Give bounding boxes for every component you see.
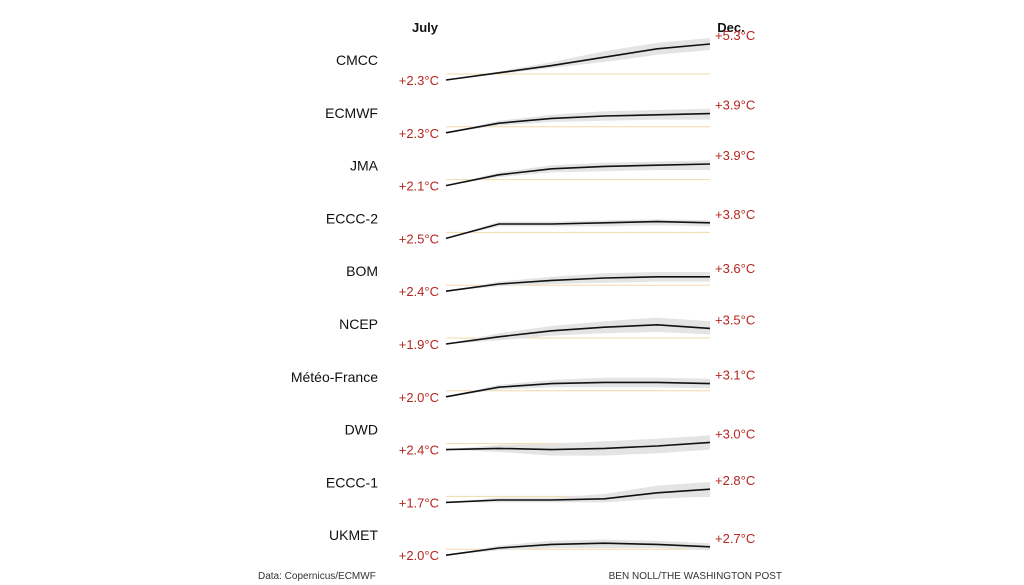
model-name-label: ECCC-1 — [326, 474, 378, 490]
uncertainty-band — [446, 272, 710, 292]
credit-note: BEN NOLL/THE WASHINGTON POST — [609, 571, 782, 582]
model-row: UKMET +2.0°C +2.7°C — [329, 527, 755, 563]
end-value-label: +3.9°C — [715, 148, 755, 163]
start-value-label: +2.3°C — [399, 73, 439, 88]
header-start-label: July — [412, 20, 439, 35]
series-line — [445, 441, 711, 451]
uncertainty-band — [446, 108, 710, 133]
series-line — [445, 323, 711, 345]
model-name-label: ECCC-2 — [326, 210, 378, 226]
start-value-label: +2.3°C — [399, 126, 439, 141]
start-value-label: +2.5°C — [399, 231, 439, 246]
series-line — [445, 163, 711, 187]
uncertainty-band — [446, 160, 710, 186]
start-value-label: +2.1°C — [399, 179, 439, 194]
model-row: ECMWF +2.3°C +3.9°C — [325, 98, 755, 141]
series-line — [445, 220, 711, 240]
uncertainty-band — [446, 482, 710, 503]
series-line — [445, 488, 711, 504]
series-line — [445, 542, 711, 556]
source-note: Data: Copernicus/ECMWF — [258, 571, 376, 582]
model-row: ECCC-2 +2.5°C +3.8°C — [326, 207, 755, 247]
start-value-label: +2.0°C — [399, 390, 439, 405]
uncertainty-band — [446, 38, 710, 80]
series-line — [445, 381, 711, 398]
uncertainty-band — [446, 539, 710, 556]
model-row: CMCC +2.3°C +5.3°C — [336, 28, 755, 88]
uncertainty-band — [446, 317, 710, 344]
end-value-label: +3.1°C — [715, 368, 755, 383]
model-row: Météo-France +2.0°C +3.1°C — [291, 368, 755, 405]
end-value-label: +3.9°C — [715, 98, 755, 113]
model-name-label: NCEP — [339, 316, 378, 332]
start-value-label: +2.4°C — [399, 284, 439, 299]
model-row: NCEP +1.9°C +3.5°C — [339, 312, 755, 352]
series-line — [445, 43, 711, 81]
end-value-label: +3.0°C — [715, 426, 755, 441]
model-row: ECCC-1 +1.7°C +2.8°C — [326, 473, 755, 510]
end-value-label: +3.8°C — [715, 207, 755, 222]
end-value-label: +2.7°C — [715, 531, 755, 546]
end-value-label: +3.5°C — [715, 312, 755, 327]
series-line — [445, 275, 710, 292]
model-row: JMA +2.1°C +3.9°C — [350, 148, 755, 194]
model-name-label: JMA — [350, 158, 379, 174]
uncertainty-band — [446, 435, 710, 456]
start-value-label: +1.7°C — [399, 495, 439, 510]
series-line — [445, 112, 711, 134]
model-rows: CMCC +2.3°C +5.3°C ECMWF +2.3°C +3.9°C JMA +2.1… — [291, 28, 755, 563]
start-value-label: +1.9°C — [399, 337, 439, 352]
model-row: DWD +2.4°C +3.0°C — [345, 422, 756, 458]
model-name-label: Météo-France — [291, 369, 378, 385]
model-name-label: CMCC — [336, 52, 378, 68]
model-name-label: ECMWF — [325, 105, 378, 121]
end-value-label: +5.3°C — [715, 28, 755, 43]
header-end-label: Dec. — [717, 20, 744, 35]
model-name-label: DWD — [345, 422, 378, 438]
end-value-label: +2.8°C — [715, 473, 755, 488]
model-name-label: UKMET — [329, 527, 378, 543]
start-value-label: +2.4°C — [399, 443, 439, 458]
start-value-label: +2.0°C — [399, 548, 439, 563]
model-row: BOM +2.4°C +3.6°C — [346, 261, 755, 299]
uncertainty-band — [446, 377, 710, 397]
model-name-label: BOM — [346, 263, 378, 279]
end-value-label: +3.6°C — [715, 261, 755, 276]
